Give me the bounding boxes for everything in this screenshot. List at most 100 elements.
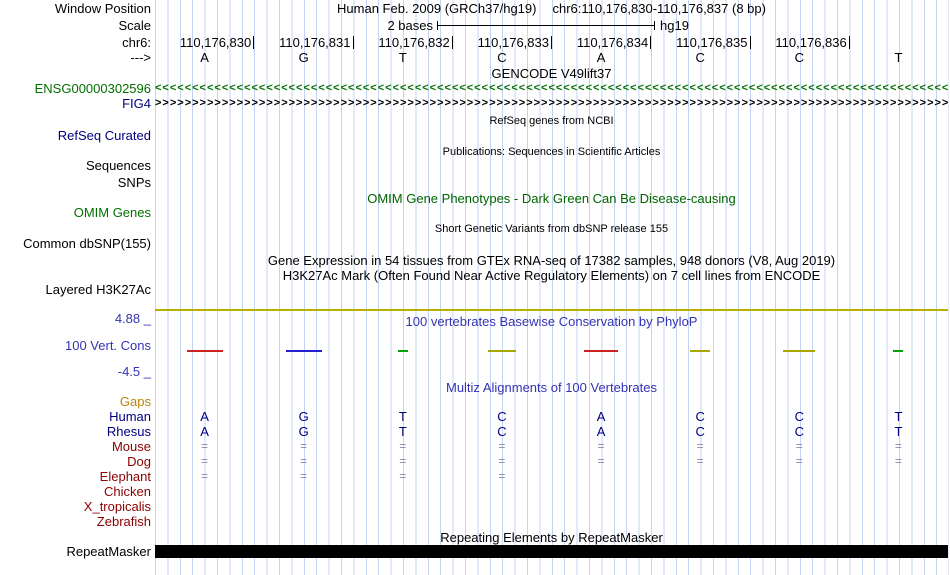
multiz-row-dog-cell-4: = — [597, 454, 605, 468]
label-species-dog[interactable]: Dog — [127, 454, 151, 469]
coord-4: 110,176,834 — [552, 36, 652, 49]
phylop-tick-0 — [186, 350, 223, 352]
multiz-row-dog: = = = = = = = = — [155, 454, 948, 469]
gene-fig4-arrows[interactable]: >>>>>>>>>>>>>>>>>>>>>>>>>>>>>>>>>>>>>>>>… — [155, 97, 948, 109]
multiz-row-elephant: = = = = — [155, 469, 948, 484]
multiz-row-dog-cell-3: = — [498, 454, 506, 468]
label-chrom: chr6: — [122, 35, 151, 50]
multiz-row-elephant-cell-1: = — [300, 469, 308, 483]
multiz-row-mouse-cell-3: = — [498, 439, 506, 453]
ruler-bases-cell-7: T — [894, 50, 903, 65]
label-100-vert-cons[interactable]: 100 Vert. Cons — [65, 338, 151, 353]
label-repeatmasker[interactable]: RepeatMasker — [66, 544, 151, 559]
coord-5: 110,176,835 — [651, 36, 751, 49]
multiz-row-mouse-cell-5: = — [696, 439, 704, 453]
gencode-track-title[interactable]: GENCODE V49lift37 — [491, 66, 612, 81]
multiz-row-human-cell-1: G — [298, 409, 309, 424]
scale-row: 2 bases hg19 — [155, 18, 948, 33]
ruler-bases-cell-6: C — [794, 50, 805, 65]
label-species-mouse[interactable]: Mouse — [111, 439, 151, 454]
multiz-row-human-cell-7: T — [894, 409, 903, 424]
gtex-track-title[interactable]: Gene Expression in 54 tissues from GTEx … — [267, 253, 836, 268]
coord-2: 110,176,832 — [354, 36, 453, 49]
label-species-x-tropicalis[interactable]: X_tropicalis — [83, 499, 151, 514]
multiz-row-mouse-cell-0: = — [201, 439, 209, 453]
ruler-bases-cell-0: A — [200, 50, 209, 65]
multiz-row-dog-cell-7: = — [894, 454, 902, 468]
dbsnp-track-title[interactable]: Short Genetic Variants from dbSNP releas… — [434, 223, 669, 235]
multiz-row-mouse-cell-6: = — [795, 439, 803, 453]
label-common-dbsnp[interactable]: Common dbSNP(155) — [23, 236, 151, 251]
scale-bracket — [437, 21, 655, 30]
position-range: chr6:110,176,830-110,176,837 (8 bp) — [552, 1, 766, 16]
coord-3: 110,176,833 — [453, 36, 552, 49]
ruler-bases-cell-2: T — [398, 50, 407, 65]
repeatmasker-track-title[interactable]: Repeating Elements by RepeatMasker — [440, 530, 663, 545]
label-sequences[interactable]: Sequences — [85, 158, 151, 173]
assembly-name: hg19 — [660, 18, 689, 33]
label-layered-h3k27ac[interactable]: Layered H3K27Ac — [45, 282, 151, 297]
multiz-row-dog-cell-2: = — [399, 454, 407, 468]
ruler-bases-cell-1: G — [298, 50, 309, 65]
multiz-row-human-cell-3: C — [497, 409, 507, 424]
multiz-row-mouse-cell-2: = — [399, 439, 407, 453]
multiz-row-elephant-cell-0: = — [201, 469, 209, 483]
multiz-row-dog-cell-0: = — [201, 454, 209, 468]
ruler-bases-cell-5: C — [695, 50, 705, 65]
label-snps[interactable]: SNPs — [117, 175, 151, 190]
window-position-title: Human Feb. 2009 (GRCh37/hg19) chr6:110,17… — [155, 1, 948, 16]
publications-track-title[interactable]: Publications: Sequences in Scientific Ar… — [442, 146, 661, 158]
label-species-elephant[interactable]: Elephant — [99, 469, 151, 484]
multiz-row-human-cell-2: T — [398, 409, 407, 424]
phylop-tick-7 — [893, 350, 904, 352]
label-species-rhesus[interactable]: Rhesus — [106, 424, 151, 439]
label-gene-ensg[interactable]: ENSG00000302596 — [34, 81, 151, 96]
label-omim-genes[interactable]: OMIM Genes — [73, 205, 151, 220]
gene-ensg-arrows[interactable]: <<<<<<<<<<<<<<<<<<<<<<<<<<<<<<<<<<<<<<<<… — [155, 82, 948, 94]
multiz-row-mouse-cell-4: = — [597, 439, 605, 453]
scale-value: 2 bases — [387, 18, 433, 33]
multiz-row-elephant-cell-3: = — [498, 469, 506, 483]
label-window-position: Window Position — [54, 1, 151, 16]
label-refseq-curated[interactable]: RefSeq Curated — [57, 128, 151, 143]
phylop-tick-5 — [690, 350, 711, 352]
multiz-row-zebrafish — [155, 514, 948, 529]
label-gaps[interactable]: Gaps — [119, 394, 151, 409]
multiz-row-mouse: = = = = = = = = — [155, 439, 948, 454]
repeatmasker-element[interactable] — [155, 545, 948, 558]
multiz-row-rhesus-cell-1: G — [298, 424, 309, 439]
multiz-row-chicken — [155, 484, 948, 499]
multiz-row-rhesus-cell-4: A — [596, 424, 606, 439]
phylop-tick-3 — [487, 350, 516, 352]
phylop-tick-4 — [584, 350, 619, 352]
label-scale: Scale — [118, 18, 151, 33]
label-species-human[interactable]: Human — [109, 409, 151, 424]
ruler-coordinates[interactable]: 110,176,830 110,176,831 110,176,832 110,… — [155, 35, 948, 50]
phylop-track-title[interactable]: 100 vertebrates Basewise Conservation by… — [405, 314, 698, 329]
multiz-track-title[interactable]: Multiz Alignments of 100 Vertebrates — [445, 380, 657, 395]
h3k27ac-signal-baseline — [155, 309, 948, 311]
omim-track-title[interactable]: OMIM Gene Phenotypes - Dark Green Can Be… — [367, 191, 736, 206]
multiz-row-rhesus-cell-0: A — [200, 424, 209, 439]
multiz-row-elephant-cell-2: = — [399, 469, 407, 483]
assembly-title: Human Feb. 2009 (GRCh37/hg19) — [337, 1, 537, 16]
label-cons-max: 4.88 _ — [114, 311, 151, 326]
phylop-tick-1 — [285, 350, 322, 352]
multiz-row-dog-cell-5: = — [696, 454, 704, 468]
coord-1: 110,176,831 — [254, 36, 354, 49]
label-species-chicken[interactable]: Chicken — [104, 484, 151, 499]
refseq-track-title[interactable]: RefSeq genes from NCBI — [489, 115, 614, 127]
scale-bracket-line — [438, 25, 654, 26]
h3k27ac-track-title[interactable]: H3K27Ac Mark (Often Found Near Active Re… — [282, 268, 821, 283]
multiz-row-human-cell-0: A — [200, 409, 209, 424]
label-species-zebrafish[interactable]: Zebrafish — [96, 514, 151, 529]
multiz-row-human-cell-6: C — [794, 409, 805, 424]
multiz-row-rhesus-cell-3: C — [497, 424, 507, 439]
ruler-bases-cell-4: A — [596, 50, 606, 65]
label-gene-fig4[interactable]: FIG4 — [122, 96, 151, 111]
multiz-row-dog-cell-1: = — [300, 454, 308, 468]
label-strand-direction: ---> — [130, 50, 151, 65]
